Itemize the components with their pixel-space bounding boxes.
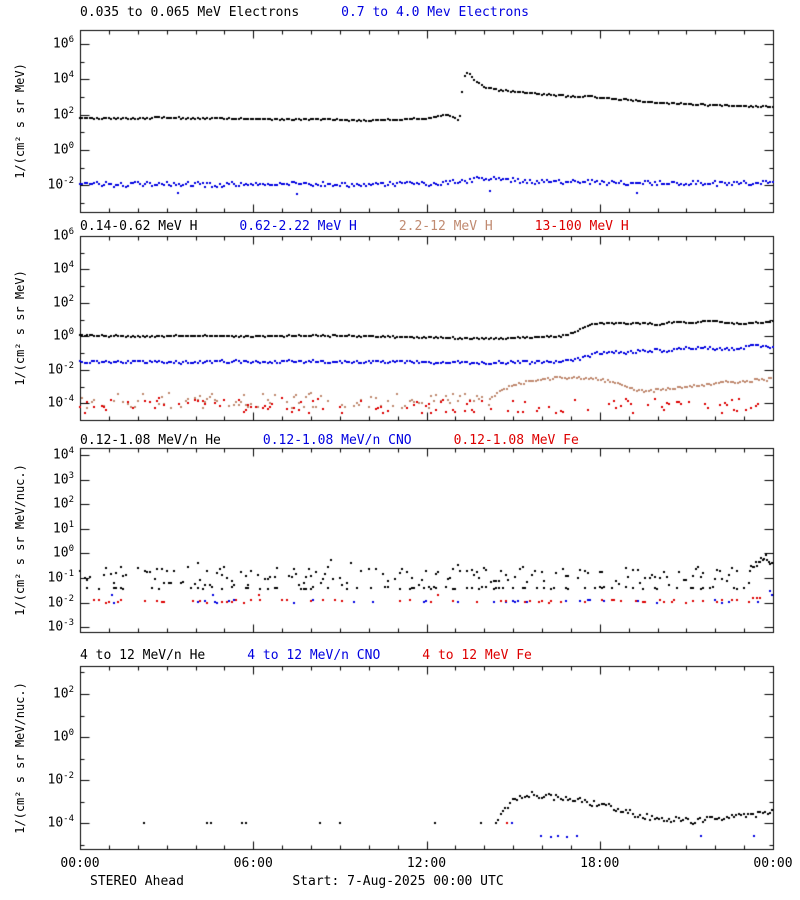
y-tick-label: 10-4 xyxy=(47,394,75,411)
y-tick-label: 100 xyxy=(52,544,74,561)
x-tick-label: 06:00 xyxy=(233,856,273,871)
y-tick-label: 100 xyxy=(52,141,74,158)
legend-item: 13-100 MeV H xyxy=(534,219,629,234)
y-tick-label: 104 xyxy=(52,446,74,463)
y-tick-label: 10-2 xyxy=(47,176,75,193)
panel-1-legend: 0.035 to 0.065 MeV Electrons 0.7 to 4.0 M… xyxy=(80,5,529,20)
legend-item: 0.7 to 4.0 Mev Electrons xyxy=(341,5,529,20)
y-tick-label: 10-4 xyxy=(47,814,75,831)
y-tick-label: 104 xyxy=(52,70,74,87)
y-tick-label: 10-3 xyxy=(47,618,75,635)
x-tick-label: 00:00 xyxy=(60,856,100,871)
legend-item: 0.12-1.08 MeV/n He xyxy=(80,433,221,448)
y-tick-label: 102 xyxy=(52,684,74,702)
y-tick-label: 106 xyxy=(52,227,74,244)
y-tick-label: 10-2 xyxy=(47,593,75,610)
legend-item: 0.035 to 0.065 MeV Electrons xyxy=(80,5,300,20)
x-tick-label: 12:00 xyxy=(406,856,447,871)
legend-item: 0.12-1.08 MeV/n CNO xyxy=(262,433,412,448)
y-tick-label: 102 xyxy=(52,105,74,123)
y-tick-label: 100 xyxy=(52,728,74,745)
y-tick-label: 10-2 xyxy=(47,771,75,788)
legend-item: 0.62-2.22 MeV H xyxy=(239,219,357,234)
y-tick-label: 104 xyxy=(52,260,74,277)
start-time-label: Start: 7-Aug-2025 00:00 UTC xyxy=(292,874,504,889)
x-tick-label: 00:00 xyxy=(753,856,793,871)
panel-3-legend: 0.12-1.08 MeV/n He 0.12-1.08 MeV/n CNO 0.1… xyxy=(80,433,579,448)
panel-4-legend: 4 to 12 MeV/n He 4 to 12 MeV/n CNO 4 to 12… xyxy=(80,648,532,663)
y-tick-label: 102 xyxy=(52,293,74,311)
legend-item: 0.14-0.62 MeV H xyxy=(80,219,198,234)
y-tick-label: 103 xyxy=(52,470,74,488)
y-tick-label: 100 xyxy=(52,327,74,344)
legend-item: 0.12-1.08 MeV Fe xyxy=(453,433,579,448)
legend-item: 4 to 12 MeV/n CNO xyxy=(247,648,381,663)
y-tick-label: 102 xyxy=(52,495,74,512)
y-tick-label: 10-1 xyxy=(47,569,75,586)
y-axis-label: 1/(cm² s sr MeV/nuc.) xyxy=(13,681,27,834)
panel-2-legend: 0.14-0.62 MeV H 0.62-2.22 MeV H 2.2-12 MeV… xyxy=(80,219,629,234)
y-tick-label: 10-2 xyxy=(47,360,75,378)
legend-item: 4 to 12 MeV/n He xyxy=(80,648,206,663)
spacecraft-label: STEREO Ahead xyxy=(90,874,184,889)
y-tick-label: 101 xyxy=(52,519,74,537)
legend-item: 2.2-12 MeV H xyxy=(398,219,493,234)
x-tick-label: 18:00 xyxy=(580,856,620,871)
y-tick-label: 106 xyxy=(52,35,74,52)
legend-item: 4 to 12 MeV Fe xyxy=(422,648,532,663)
